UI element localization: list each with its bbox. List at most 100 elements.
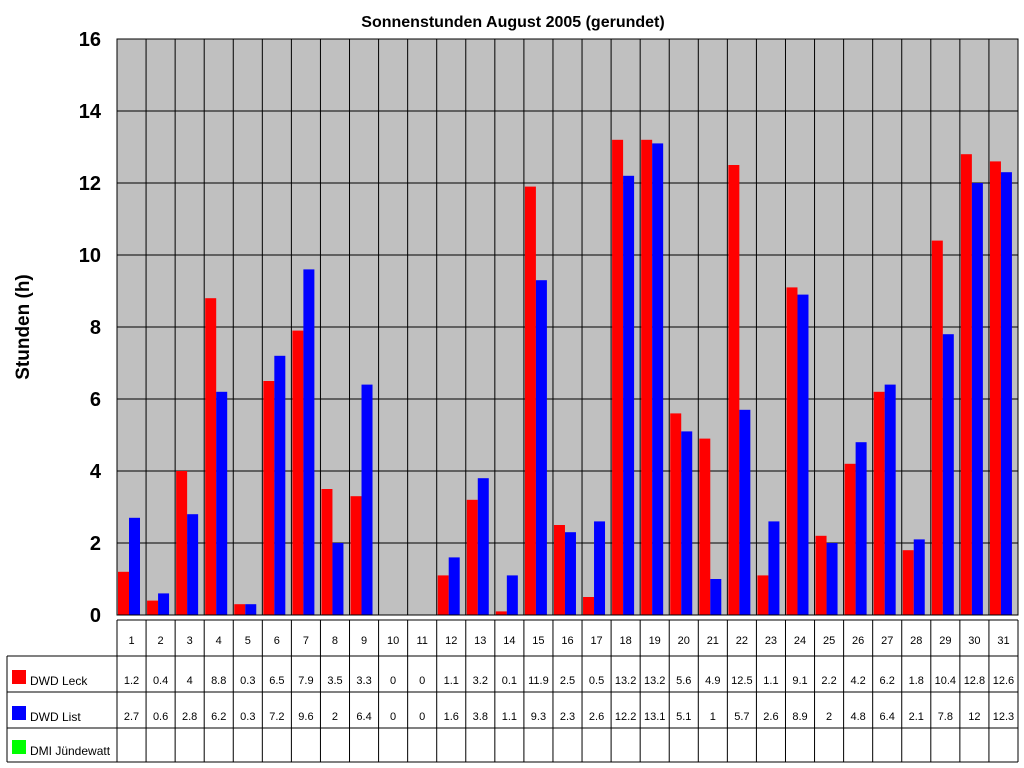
bar-dwd-leck (553, 525, 565, 615)
bar-dwd-leck (321, 489, 333, 615)
data-label: 3.8 (473, 711, 488, 723)
data-label: 7.9 (298, 675, 313, 687)
data-label: 4 (187, 675, 193, 687)
bar-dwd-list (768, 521, 780, 615)
data-label: 4.9 (705, 675, 720, 687)
data-label: 0 (419, 711, 425, 723)
bar-dwd-leck (844, 463, 856, 615)
data-label: 2 (826, 711, 832, 723)
bar-dwd-list (332, 543, 344, 615)
bar-dwd-leck (205, 298, 217, 615)
x-tick-label: 19 (649, 635, 661, 647)
data-label: 0.3 (240, 675, 255, 687)
x-tick-label: 20 (678, 635, 690, 647)
x-tick-label: 25 (823, 635, 835, 647)
bar-dwd-list (797, 294, 809, 615)
data-label: 2.2 (821, 675, 836, 687)
data-label: 10.4 (935, 675, 956, 687)
x-tick-label: 21 (707, 635, 719, 647)
x-tick-label: 8 (332, 635, 338, 647)
y-tick-label: 4 (90, 461, 102, 483)
bar-dwd-leck (292, 330, 304, 615)
data-label: 1.8 (909, 675, 924, 687)
data-label: 0 (419, 675, 425, 687)
x-tick-label: 10 (387, 635, 399, 647)
x-tick-label: 7 (303, 635, 309, 647)
data-label: 12.2 (615, 711, 636, 723)
bar-dwd-list (710, 579, 722, 615)
bar-dwd-list (652, 143, 664, 615)
bar-dwd-list (942, 334, 954, 615)
data-label: 9.6 (298, 711, 313, 723)
data-label: 6.2 (880, 675, 895, 687)
legend-label: DWD Leck (30, 674, 88, 688)
x-tick-label: 1 (128, 635, 134, 647)
bar-dwd-list (594, 521, 606, 615)
data-label: 5.1 (676, 711, 691, 723)
data-label: 13.1 (644, 711, 665, 723)
bar-dwd-leck (902, 550, 914, 615)
data-label: 5.7 (734, 711, 749, 723)
x-tick-label: 14 (503, 635, 515, 647)
data-label: 13.2 (644, 675, 665, 687)
y-tick-label: 8 (90, 317, 101, 339)
bar-dwd-list (739, 409, 751, 615)
legend-label: DWD List (30, 710, 81, 724)
bar-dwd-list (216, 391, 228, 615)
bar-dwd-leck (699, 438, 711, 615)
x-tick-label: 16 (561, 635, 573, 647)
data-label: 3.3 (356, 675, 371, 687)
data-label: 7.8 (938, 711, 953, 723)
x-tick-label: 6 (274, 635, 280, 647)
legend-swatch (12, 740, 26, 754)
x-tick-label: 3 (187, 635, 193, 647)
data-label: 9.1 (792, 675, 807, 687)
x-tick-label: 4 (216, 635, 222, 647)
bar-dwd-leck (670, 413, 682, 615)
data-label: 2.7 (124, 711, 139, 723)
x-tick-label: 17 (590, 635, 602, 647)
data-label: 6.4 (880, 711, 895, 723)
bar-dwd-list (274, 355, 286, 615)
x-tick-label: 22 (736, 635, 748, 647)
data-label: 2.1 (909, 711, 924, 723)
data-label: 1.1 (444, 675, 459, 687)
data-label: 2.6 (589, 711, 604, 723)
data-label: 1.1 (502, 711, 517, 723)
y-tick-label: 10 (79, 245, 101, 267)
bar-dwd-leck (641, 139, 653, 616)
data-label: 1.6 (444, 711, 459, 723)
data-label: 7.2 (269, 711, 284, 723)
bar-dwd-leck (612, 139, 624, 616)
bar-dwd-leck (234, 604, 246, 615)
bar-dwd-list (158, 593, 170, 615)
data-label: 1 (710, 711, 716, 723)
data-label: 0.4 (153, 675, 168, 687)
bar-dwd-list (971, 183, 983, 615)
legend-swatch (12, 706, 26, 720)
bar-dwd-leck (263, 381, 275, 615)
plot-area: 0 2 4 6 8 10 12 14 16 (79, 29, 1019, 627)
bar-dwd-list (187, 514, 199, 615)
x-tick-label: 27 (881, 635, 893, 647)
data-label: 4.8 (850, 711, 865, 723)
plot-frame (116, 38, 1019, 616)
data-table: 1 2 3 4 5 6 7 8 9 10 11 12 13 14 15 16 17 18 19 20 21 22 23 24 2… (6, 619, 1019, 763)
data-label: 12.6 (993, 675, 1014, 687)
data-label: 2.8 (182, 711, 197, 723)
bar-dwd-list (855, 442, 867, 615)
x-tick-label: 30 (968, 635, 980, 647)
bar-dwd-list (129, 517, 140, 615)
bar-dwd-leck (147, 600, 159, 615)
bar-dwd-leck (495, 611, 507, 615)
data-label: 3.5 (327, 675, 342, 687)
bar-dwd-leck (960, 154, 972, 615)
bar-dwd-leck (873, 391, 885, 615)
x-tick-label: 24 (794, 635, 806, 647)
data-label: 0.6 (153, 711, 168, 723)
data-label: 12.3 (993, 711, 1014, 723)
data-label: 2 (332, 711, 338, 723)
x-tick-label: 12 (445, 635, 457, 647)
bar-dwd-leck (118, 571, 129, 615)
